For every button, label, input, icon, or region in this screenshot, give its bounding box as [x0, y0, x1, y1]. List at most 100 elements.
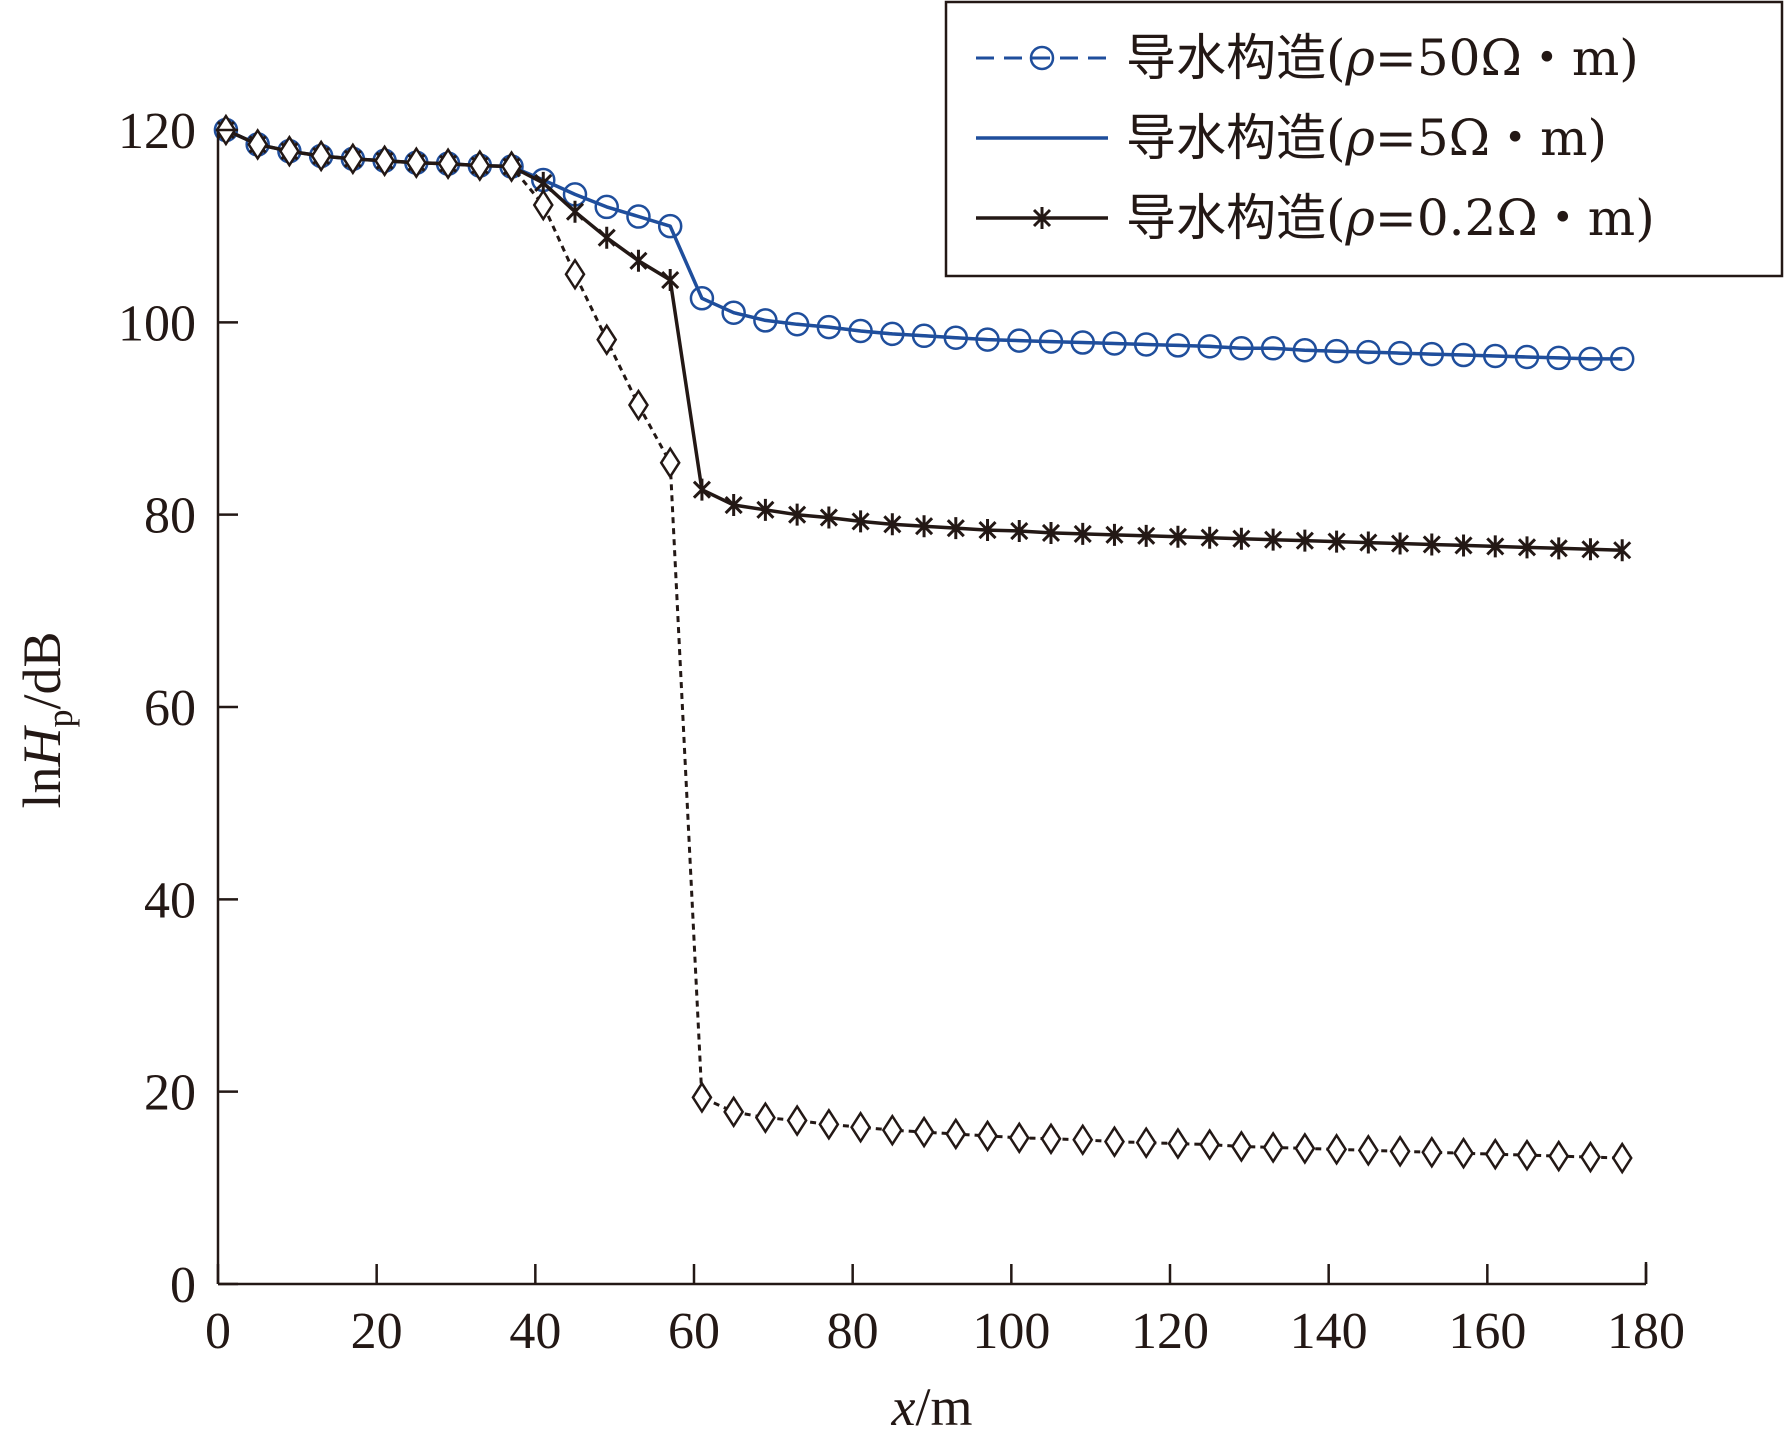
legend-label: 导水构造(ρ=0.2Ω・m) — [1126, 189, 1655, 247]
series-4-point — [564, 257, 586, 291]
series-4-point — [1135, 1126, 1157, 1159]
series-3-point — [661, 269, 680, 292]
series-4-point — [1072, 1123, 1094, 1157]
series-4-point — [881, 1113, 903, 1147]
series-3-point — [788, 503, 807, 526]
series-3-point — [692, 478, 711, 501]
series-3-point — [629, 249, 648, 272]
series-3-point — [756, 498, 775, 521]
legend-entry: 导水构造(ρ=50Ω・m) — [976, 29, 1639, 87]
y-tick-label: 80 — [144, 488, 196, 545]
legend: 导水构造(ρ=50Ω・m)导水构造(ρ=5Ω・m)导水构造(ρ=0.2Ω・m) — [944, 0, 1784, 278]
series-4-point — [1326, 1133, 1348, 1166]
series-3-point — [1327, 530, 1346, 553]
series-4 — [215, 113, 1633, 1175]
series-3-point — [1422, 533, 1441, 556]
series-3-point — [1517, 536, 1537, 559]
x-tick-label: 20 — [351, 1303, 403, 1360]
series-1-point — [721, 300, 746, 325]
series-3-point — [724, 494, 743, 517]
series-4-point — [532, 188, 554, 222]
series-4-point — [1167, 1127, 1189, 1160]
legend-entries: 导水构造(ρ=50Ω・m)导水构造(ρ=5Ω・m)导水构造(ρ=0.2Ω・m) — [976, 29, 1655, 247]
series-1-point — [594, 194, 619, 220]
x-tick-label: 180 — [1607, 1303, 1685, 1360]
y-tick-label: 100 — [118, 295, 196, 352]
series-3-point — [1041, 521, 1061, 544]
x-ticks: 0 20 40 60 80 100 120 140 160 180 — [205, 1264, 1685, 1360]
legend-label-rest: =5Ω・m) — [1375, 109, 1607, 167]
series-4-point — [1040, 1122, 1062, 1156]
series-4-point — [627, 388, 649, 422]
legend-label-prefix: 导水构造( — [1126, 29, 1346, 87]
series-4-point — [1357, 1134, 1379, 1167]
legend-label-variable: ρ — [1345, 189, 1376, 247]
series-4-point — [405, 146, 427, 180]
x-tick-label: 60 — [668, 1303, 720, 1360]
series-4-point — [501, 150, 523, 183]
series-4-point — [1516, 1138, 1538, 1172]
series-3-point — [915, 515, 934, 538]
series-3-point — [1073, 522, 1092, 545]
x-tick-label: 0 — [205, 1303, 231, 1360]
series-4-point — [913, 1115, 935, 1149]
series-3-point — [851, 510, 870, 533]
series-3-point — [1486, 535, 1505, 558]
legend-label-rest: =0.2Ω・m) — [1375, 189, 1655, 247]
series-3-point — [1010, 520, 1029, 543]
legend-label-prefix: 导水构造( — [1126, 109, 1346, 167]
legend-label-variable: ρ — [1345, 109, 1376, 167]
series-3 — [216, 119, 1632, 562]
y-tick-label: 0 — [170, 1257, 196, 1314]
series-3-point — [1359, 531, 1378, 554]
series-4-point — [754, 1101, 776, 1134]
series-4-point — [1579, 1140, 1601, 1174]
series-1-point — [689, 286, 715, 311]
series-3-point — [1232, 527, 1251, 550]
series-3-point — [1613, 539, 1632, 562]
x-tick-label: 100 — [972, 1303, 1050, 1360]
series-3-point — [1549, 537, 1568, 560]
series-4-point — [1199, 1128, 1221, 1161]
series-4-point — [1421, 1135, 1443, 1169]
series-4-point — [278, 134, 300, 168]
series-4-point — [342, 142, 364, 176]
series-4-point — [596, 323, 618, 356]
y-axis-subscript: p — [40, 710, 80, 728]
series-4-point — [469, 149, 491, 182]
series-3-point — [565, 200, 585, 223]
series-4-point — [659, 446, 681, 480]
series-3-point — [1391, 532, 1410, 555]
series-4-point — [945, 1117, 967, 1151]
series-3-point — [946, 517, 965, 540]
series-4-point — [1484, 1137, 1506, 1171]
series-4-point — [1008, 1121, 1030, 1155]
y-ticks: 0 20 40 60 80 100 120 — [118, 103, 238, 1314]
series-4-point — [818, 1108, 840, 1141]
series-4-point — [1294, 1132, 1316, 1165]
x-tick-label: 120 — [1131, 1303, 1209, 1360]
series-1-point — [626, 204, 651, 229]
series-layer — [213, 113, 1635, 1175]
series-4-point — [247, 128, 269, 161]
y-tick-label: 60 — [144, 680, 196, 737]
series-3-point — [1581, 538, 1600, 561]
y-tick-label: 120 — [118, 103, 196, 160]
series-3-point — [819, 506, 838, 529]
series-4-point — [1611, 1141, 1633, 1175]
legend-entry: 导水构造(ρ=5Ω・m) — [976, 109, 1607, 167]
series-4-point — [1230, 1130, 1252, 1163]
series-4-point — [1103, 1125, 1125, 1158]
legend-marker — [1032, 207, 1052, 229]
legend-label-rest: =50Ω・m) — [1375, 29, 1639, 87]
legend-label: 导水构造(ρ=5Ω・m) — [1126, 109, 1607, 167]
x-axis-unit: /m — [915, 1377, 972, 1437]
y-tick-label: 40 — [144, 872, 196, 929]
legend-label: 导水构造(ρ=50Ω・m) — [1126, 29, 1639, 87]
series-4-point — [786, 1104, 808, 1137]
series-3-point — [1168, 525, 1187, 548]
legend-label-variable: ρ — [1345, 29, 1376, 87]
series-3-point — [1454, 534, 1473, 557]
series-4-point — [437, 147, 459, 180]
x-axis-variable: x — [891, 1377, 916, 1437]
